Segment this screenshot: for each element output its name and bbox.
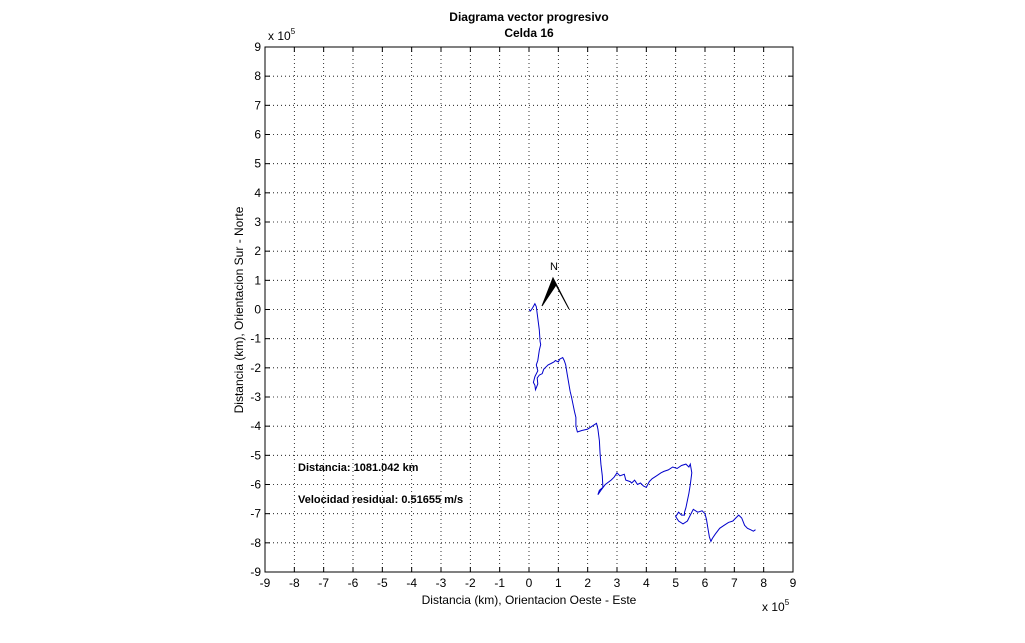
y-tick-label: -4 xyxy=(250,419,261,433)
x-tick-label: 3 xyxy=(614,576,621,590)
distance-annotation: Distancia: 1081.042 km xyxy=(298,462,419,474)
chart-title: Diagrama vector progresivo xyxy=(449,10,608,24)
x-tick-label: 5 xyxy=(672,576,679,590)
x-tick-label: 8 xyxy=(760,576,767,590)
x-tick-label: -5 xyxy=(377,576,388,590)
grid xyxy=(265,47,793,572)
y-tick-label: 3 xyxy=(254,215,261,229)
y-tick-label: 2 xyxy=(254,244,261,258)
y-tick-label: 7 xyxy=(254,98,261,112)
y-tick-label: -8 xyxy=(250,536,261,550)
x-tick-label: 6 xyxy=(702,576,709,590)
x-tick-label: 9 xyxy=(790,576,797,590)
x-tick-label: -3 xyxy=(436,576,447,590)
velocity-annotation: Velocidad residual: 0.51655 m/s xyxy=(298,494,463,506)
north-arrow: N xyxy=(541,261,570,310)
x-tick-label: -7 xyxy=(318,576,329,590)
y-tick-label: 8 xyxy=(254,69,261,83)
x-tick-label: -1 xyxy=(494,576,505,590)
y-tick-label: 6 xyxy=(254,128,261,142)
y-tick-label: 4 xyxy=(254,186,261,200)
y-tick-label: 1 xyxy=(254,273,261,287)
y-tick-label: -5 xyxy=(250,448,261,462)
north-arrow-shape xyxy=(541,276,570,310)
x-axis-ticks: -9 -8 -7 -6 -5 -4 -3 -2 -1 0 1 2 3 4 5 6 7 8 9 xyxy=(260,47,797,590)
y-tick-label: 5 xyxy=(254,157,261,171)
x-tick-label: 7 xyxy=(731,576,738,590)
y-tick-label: 0 xyxy=(254,303,261,317)
y-tick-label: 9 xyxy=(254,40,261,54)
x-tick-label: -8 xyxy=(289,576,300,590)
x-tick-label: 0 xyxy=(526,576,533,590)
y-axis-label: Distancia (km), Orientacion Sur - Norte xyxy=(232,206,246,413)
y-tick-label: -9 xyxy=(250,565,261,579)
x-tick-label: -6 xyxy=(348,576,359,590)
y-tick-label: -3 xyxy=(250,390,261,404)
y-tick-label: -6 xyxy=(250,478,261,492)
x-tick-label: -9 xyxy=(260,576,271,590)
x-tick-label: -2 xyxy=(465,576,476,590)
x-tick-label: 1 xyxy=(555,576,562,590)
x-tick-label: 2 xyxy=(584,576,591,590)
y-axis-multiplier: x 105 xyxy=(268,27,296,43)
y-axis-ticks: 9 8 7 6 5 4 3 2 1 0 -1 -2 -3 -4 -5 -6 -7 -8 -9 xyxy=(250,40,793,579)
x-tick-label: -4 xyxy=(406,576,417,590)
x-tick-label: 4 xyxy=(643,576,650,590)
x-axis-label: Distancia (km), Orientacion Oeste - Este xyxy=(422,593,637,607)
y-tick-label: -7 xyxy=(250,507,261,521)
y-tick-label: -1 xyxy=(250,332,261,346)
progressive-vector-line xyxy=(528,302,756,543)
y-tick-label: -2 xyxy=(250,361,261,375)
north-arrow-label: N xyxy=(550,261,558,273)
x-axis-multiplier: x 105 xyxy=(762,598,790,614)
chart-subtitle: Celda 16 xyxy=(504,26,554,40)
